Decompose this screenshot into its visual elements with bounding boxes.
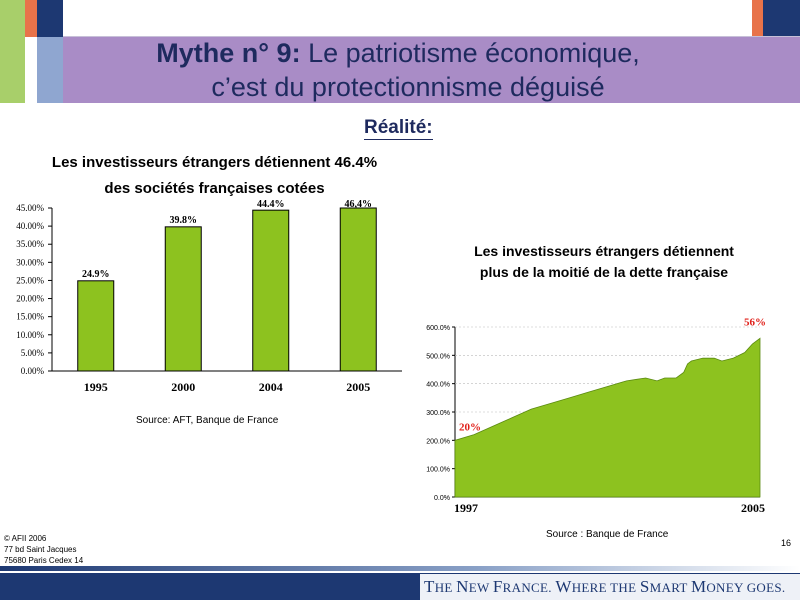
area-y-tick-label: 600.0% xyxy=(426,325,450,332)
bar-x-label-2004: 2004 xyxy=(259,380,283,394)
bar-y-tick-label: 45.00% xyxy=(16,203,44,213)
bar-y-tick-label: 25.00% xyxy=(16,275,44,285)
footer-address: © AFII 2006 77 bd Saint Jacques 75680 Pa… xyxy=(4,533,83,566)
area-chart-source: Source : Banque de France xyxy=(546,529,669,540)
bar-y-tick-label: 35.00% xyxy=(16,239,44,249)
area-y-tick-label: 200.0% xyxy=(426,438,450,445)
footer-gradient-line xyxy=(0,566,800,571)
area-chart-title-line1: Les investisseurs étrangers détiennent xyxy=(474,243,734,259)
accent-block-orange-right xyxy=(752,0,763,37)
bar-x-label-1995: 1995 xyxy=(84,380,108,394)
area-start-annotation: 20% xyxy=(459,421,481,433)
address-line2: 75680 Paris Cedex 14 xyxy=(4,556,84,565)
bar-y-tick-label: 15.00% xyxy=(16,312,44,322)
area-x-label-start: 1997 xyxy=(454,501,478,515)
bar-y-tick-label: 10.00% xyxy=(16,330,44,340)
area-y-tick-label: 500.0% xyxy=(426,353,450,360)
bar-2005 xyxy=(339,207,377,372)
top-divider xyxy=(63,36,800,37)
copyright-text: © AFII 2006 xyxy=(4,534,47,543)
accent-block-orange xyxy=(25,0,37,37)
bar-y-tick-label: 5.00% xyxy=(21,348,45,358)
area-end-annotation: 56% xyxy=(744,316,766,328)
accent-block-navy-right xyxy=(763,0,800,37)
accent-block-lightblue xyxy=(37,37,63,103)
bar-chart-title-line1: Les investisseurs étrangers détiennent 4… xyxy=(51,154,378,171)
bar-y-tick-label: 40.00% xyxy=(16,221,44,231)
bar-x-label-2000: 2000 xyxy=(171,380,195,394)
bar-2000 xyxy=(164,226,202,372)
area-chart: 0.0% 100.0% 200.0% 300.0% 400.0% 500.0% 600.0%… xyxy=(426,316,766,515)
accent-block-navy xyxy=(37,0,63,37)
area-series xyxy=(454,337,761,498)
page-title: Mythe n° 9: Le patriotisme économique, xyxy=(156,38,640,68)
bar-1995 xyxy=(77,280,115,372)
bar-chart-title-line2: des sociétés françaises cotées xyxy=(104,180,325,197)
accent-block-green xyxy=(0,0,25,103)
bar-value-label: 46,4% xyxy=(345,199,373,210)
slide-number: 16 xyxy=(781,538,792,548)
area-x-label-end: 2005 xyxy=(741,501,765,515)
bar-2004 xyxy=(252,209,290,372)
area-y-tick-label: 0.0% xyxy=(434,495,450,502)
tagline: THE NEW FRANCE. WHERE THE SMART MONEY GO… xyxy=(420,574,800,600)
bar-y-tick-label: 20.00% xyxy=(16,294,44,304)
title-band xyxy=(63,37,800,103)
bar-chart-source: Source: AFT, Banque de France xyxy=(136,415,279,426)
bar-value-label: 39.8% xyxy=(170,215,198,226)
bar-chart: 0.00% 5.00% 10.00% 15.00% 20.00% 25.00% 30.00%… xyxy=(16,199,402,394)
area-y-tick-label: 100.0% xyxy=(426,467,450,474)
area-chart-title-line2: plus de la moitié de la dette française xyxy=(479,264,729,280)
address-line1: 77 bd Saint Jacques xyxy=(4,545,77,554)
bar-y-tick-label: 0.00% xyxy=(21,366,45,376)
area-y-tick-label: 400.0% xyxy=(426,382,450,389)
bar-value-label: 24.9% xyxy=(82,269,110,280)
bar-value-label: 44.4% xyxy=(257,199,285,210)
bar-x-label-2005: 2005 xyxy=(346,380,370,394)
bar-y-tick-label: 30.00% xyxy=(16,257,44,267)
area-y-tick-label: 300.0% xyxy=(426,410,450,417)
section-heading: Réalité: xyxy=(364,117,433,140)
page-title-line2: c’est du protectionnisme déguisé xyxy=(211,72,605,102)
